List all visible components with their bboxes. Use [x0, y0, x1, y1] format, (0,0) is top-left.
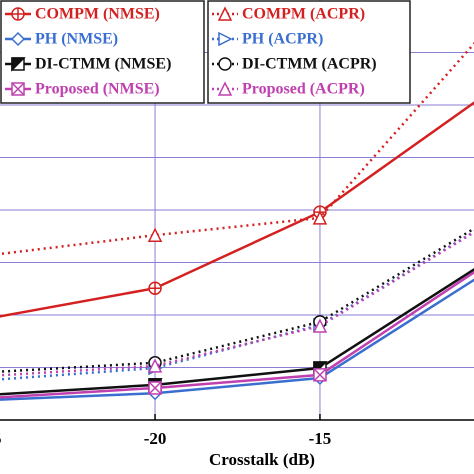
data-point: [312, 210, 328, 225]
legend-marker-part: [218, 31, 233, 47]
data-point-part: [313, 368, 327, 382]
data-point: [313, 368, 327, 382]
data-point: [148, 281, 162, 295]
data-point: [147, 227, 163, 242]
legend-marker: [11, 7, 25, 21]
legend-box: [0, 0, 205, 104]
legend-marker: [217, 6, 233, 21]
data-point-part: [312, 318, 328, 333]
legend-marker-part: [10, 31, 26, 47]
legend-marker: [11, 57, 26, 72]
legend-marker: [217, 81, 233, 96]
x-tick-label: -25: [0, 429, 1, 448]
legend-marker-part: [12, 8, 24, 20]
legend-marker-part: [217, 6, 233, 21]
legend-label: PH (NMSE): [35, 31, 118, 48]
legend-marker: [10, 31, 26, 47]
legend-label: DI-CTMM (ACPR): [242, 56, 377, 73]
series-line: [0, 230, 474, 381]
x-tick-label: -15: [309, 429, 332, 448]
legend-label: Proposed (NMSE): [35, 81, 160, 98]
series-line: [0, 267, 474, 396]
legend-label: Proposed (ACPR): [242, 81, 365, 98]
legend-marker: [218, 57, 232, 71]
legend-label: COMPM (ACPR): [242, 6, 365, 23]
legend-marker-part: [11, 82, 25, 96]
series-line: [0, 101, 474, 318]
data-point-part: [147, 358, 163, 373]
legend-marker-part: [11, 57, 26, 72]
legend-box: [207, 0, 411, 104]
legend-marker-part: [218, 57, 232, 71]
legend-marker: [11, 82, 25, 96]
data-point-part: [312, 210, 328, 225]
legend-label: COMPM (NMSE): [35, 6, 160, 23]
data-point-part: [149, 282, 162, 295]
legend-marker: [218, 31, 233, 47]
data-point: [148, 381, 162, 395]
series-line: [0, 41, 474, 256]
data-point-part: [148, 381, 162, 395]
series-line: [0, 270, 474, 399]
x-tick-label: -20: [144, 429, 167, 448]
legend-marker-part: [217, 81, 233, 96]
x-axis-label: Crosstalk (dB): [209, 450, 315, 469]
data-point: [147, 358, 163, 373]
data-point: [312, 318, 328, 333]
legend-label: DI-CTMM (NMSE): [35, 56, 171, 73]
data-point-part: [147, 227, 163, 242]
legend-label: PH (ACPR): [242, 31, 323, 48]
series-line: [0, 278, 474, 401]
